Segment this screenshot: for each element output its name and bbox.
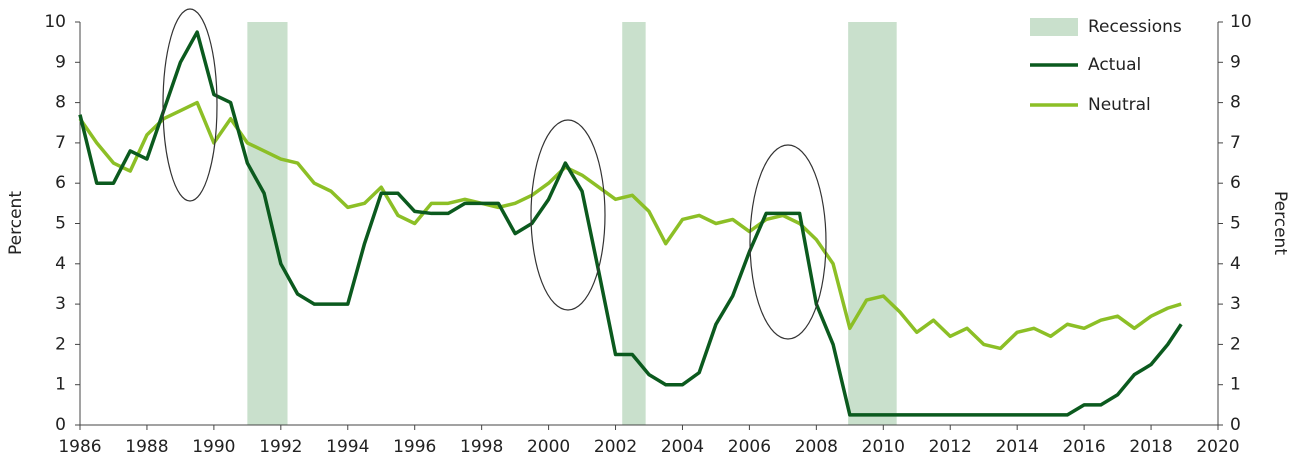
legend-label: Recessions	[1088, 17, 1182, 37]
y-tick-label: 0	[55, 415, 66, 435]
y2-tick-label: 4	[1230, 254, 1241, 274]
x-tick-label: 2008	[795, 437, 838, 457]
y-tick-label: 8	[55, 93, 66, 113]
x-tick-label: 2006	[728, 437, 771, 457]
y-tick-label: 7	[55, 133, 66, 153]
series-line	[78, 30, 1183, 417]
highlight-ellipse	[162, 8, 218, 202]
y2-tick-label: 9	[1230, 52, 1241, 72]
y-tick-label: 5	[55, 214, 66, 234]
highlight-ellipse	[530, 119, 606, 311]
y2-tick-label: 7	[1230, 133, 1241, 153]
x-tick-label: 2012	[929, 437, 972, 457]
y-tick-label: 2	[55, 334, 66, 354]
y2-tick-label: 8	[1230, 93, 1241, 113]
x-tick-label: 1986	[58, 437, 101, 457]
y2-tick-label: 2	[1230, 334, 1241, 354]
x-tick-label: 1990	[192, 437, 235, 457]
legend-label: Actual	[1088, 55, 1141, 75]
legend-swatch	[1030, 18, 1078, 36]
y2-axis-label: Percent	[1270, 191, 1290, 255]
y-tick-label: 3	[55, 294, 66, 314]
y-tick-label: 9	[55, 52, 66, 72]
x-tick-label: 2000	[527, 437, 570, 457]
x-tick-label: 1988	[125, 437, 168, 457]
x-tick-label: 1994	[326, 437, 369, 457]
x-tick-label: 2004	[661, 437, 704, 457]
y2-tick-label: 0	[1230, 415, 1241, 435]
x-tick-label: 1996	[393, 437, 436, 457]
x-tick-label: 2010	[862, 437, 905, 457]
y-tick-label: 10	[44, 12, 66, 32]
x-tick-label: 1992	[259, 437, 302, 457]
highlight-ellipse	[749, 144, 827, 340]
legend-label: Neutral	[1088, 95, 1151, 115]
y2-tick-label: 6	[1230, 173, 1241, 193]
y-axis-label: Percent	[6, 191, 26, 255]
x-tick-label: 2018	[1129, 437, 1172, 457]
recession-band	[848, 22, 897, 425]
x-tick-label: 2016	[1062, 437, 1105, 457]
y-tick-label: 1	[55, 375, 66, 395]
x-tick-label: 1998	[460, 437, 503, 457]
y-tick-label: 4	[55, 254, 66, 274]
recession-band	[247, 22, 288, 425]
recession-band	[622, 22, 646, 425]
x-tick-label: 2014	[996, 437, 1039, 457]
series-line	[78, 100, 1182, 351]
x-tick-label: 2002	[594, 437, 637, 457]
x-tick-label: 2020	[1196, 437, 1239, 457]
y2-tick-label: 3	[1230, 294, 1241, 314]
y2-tick-label: 1	[1230, 375, 1241, 395]
y-tick-label: 6	[55, 173, 66, 193]
y2-tick-label: 10	[1230, 12, 1252, 32]
y2-tick-label: 5	[1230, 214, 1241, 234]
